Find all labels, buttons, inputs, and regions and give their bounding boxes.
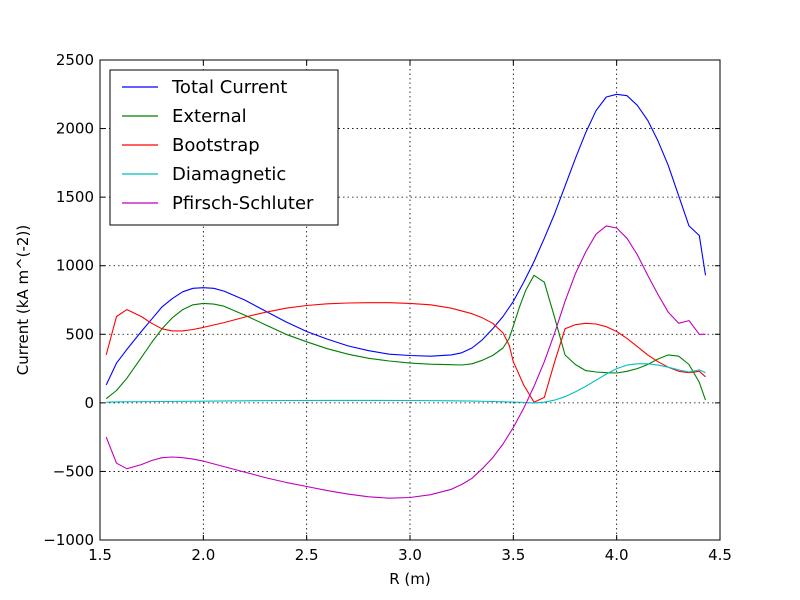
y-tick-label: 1000	[56, 257, 94, 275]
series-line-3	[106, 363, 706, 404]
legend: Total Current External Bootstrap Diamagneti…	[109, 69, 339, 226]
x-tick-labels: 1.5 2.0 2.5 3.0 3.5 4.0 4.5	[88, 546, 732, 564]
x-tick-label: 3.0	[398, 546, 422, 564]
y-tick-label: 1500	[56, 188, 94, 206]
x-tick-label: 1.5	[88, 546, 112, 564]
series-line-1	[105, 274, 707, 401]
series-line-2	[105, 302, 706, 403]
y-tick-label: 0	[84, 394, 94, 412]
legend-entry: Diamagnetic	[172, 164, 286, 185]
legend-frame	[109, 69, 339, 226]
legend-entry: Bootstrap	[172, 135, 260, 156]
x-axis-label: R (m)	[389, 570, 431, 588]
y-tick-label: 2000	[56, 120, 94, 138]
x-tick-label: 3.5	[501, 546, 525, 564]
legend-entry: External	[172, 106, 247, 127]
y-tick-label: 2500	[56, 51, 94, 69]
axis-ticks	[99, 59, 721, 541]
series-line-0	[105, 93, 707, 386]
x-tick-label: 4.0	[605, 546, 629, 564]
y-tick-labels: −1000 −500 0 500 1000 1500 2000 2500	[43, 51, 94, 549]
y-axis-label: Current (kA m^(-2))	[14, 225, 32, 375]
x-tick-label: 2.5	[295, 546, 319, 564]
legend-entry: Total Current	[171, 77, 287, 98]
y-tick-label: 500	[65, 325, 94, 343]
legend-entry: Pfirsch-Schluter	[172, 193, 314, 214]
series-lines	[105, 93, 707, 499]
series-line-4	[105, 225, 706, 499]
y-tick-label: −500	[53, 462, 94, 480]
x-tick-label: 2.0	[191, 546, 215, 564]
grid	[100, 60, 720, 540]
x-tick-label: 4.5	[708, 546, 732, 564]
y-tick-label: −1000	[43, 531, 94, 549]
